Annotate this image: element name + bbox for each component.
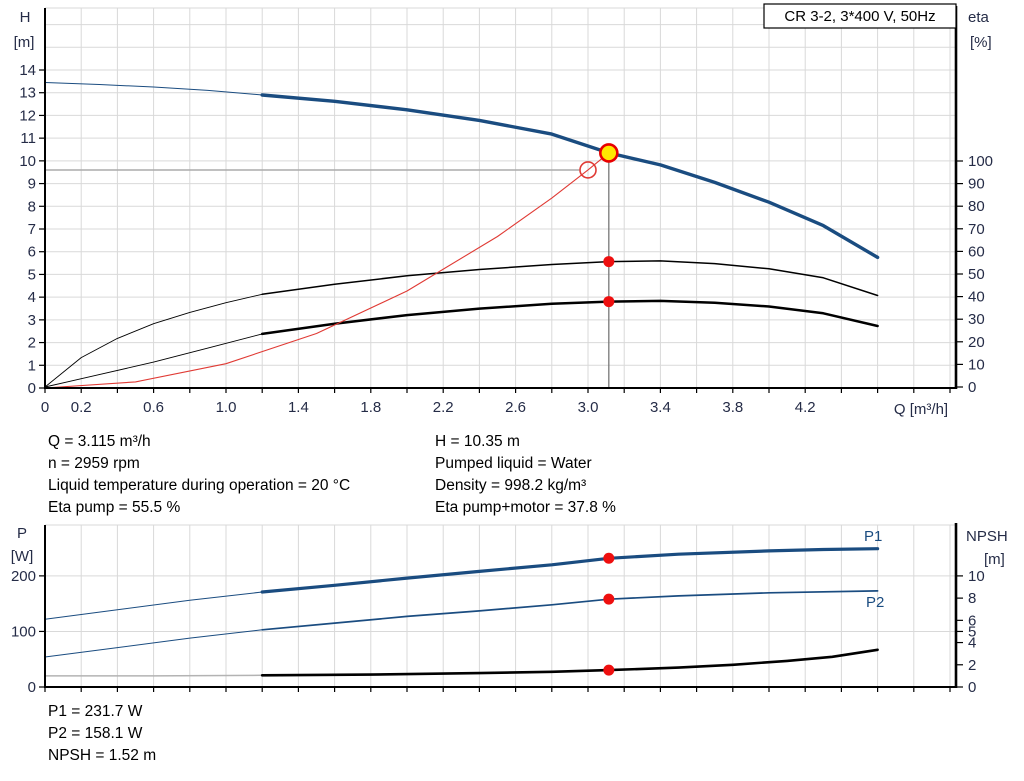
x-tick-label: 4.2 xyxy=(795,399,816,416)
npsh-curve-extension[interactable] xyxy=(44,674,263,677)
axis-title-eta-unit: [%] xyxy=(970,34,992,51)
y-tick-label-right: 20 xyxy=(968,334,985,351)
axis-title-npsh: NPSH xyxy=(966,528,1008,545)
qh-curve-extension[interactable] xyxy=(44,82,263,96)
x-tick-label: 1.4 xyxy=(288,399,309,416)
axis-title-h-unit: [m] xyxy=(14,34,35,51)
axis-title-p: P xyxy=(17,525,27,542)
p2-dot xyxy=(603,593,615,605)
y-tick-label-right: 90 xyxy=(968,176,985,193)
axis-title-q: Q [m³/h] xyxy=(894,401,948,418)
y-tick-label-right: 30 xyxy=(968,311,985,328)
info-line: n = 2959 rpm xyxy=(48,455,140,472)
eta-pump-extension[interactable] xyxy=(44,293,263,388)
p1-curve[interactable] xyxy=(260,547,880,594)
y-tick-label-right: 10 xyxy=(968,568,985,585)
axis-title-eta: eta xyxy=(968,9,990,26)
x-tick-label: 3.4 xyxy=(650,399,671,416)
y-tick-label-right: 60 xyxy=(968,243,985,260)
info-line: Eta pump = 55.5 % xyxy=(48,499,181,516)
x-tick-label: 3.0 xyxy=(578,399,599,416)
y-tick-label-right: 0 xyxy=(968,379,976,396)
y-tick-label-left: 0 xyxy=(28,380,36,397)
y-tick-label-left: 10 xyxy=(19,153,36,170)
y-tick-label-right: 5 xyxy=(968,623,976,640)
info-line: NPSH = 1.52 m xyxy=(48,747,157,764)
x-tick-label: 2.6 xyxy=(505,399,526,416)
x-tick-label: 0.6 xyxy=(143,399,164,416)
y-tick-label-left: 11 xyxy=(20,130,36,147)
y-tick-label-left: 9 xyxy=(28,176,36,193)
y-tick-label-left: 2 xyxy=(28,335,36,352)
npsh-curve[interactable] xyxy=(260,648,879,677)
p1-curve-extension[interactable] xyxy=(44,591,263,620)
y-tick-label-left: 14 xyxy=(19,62,36,79)
info-line: P2 = 158.1 W xyxy=(48,725,143,742)
x-tick-label: 2.2 xyxy=(433,399,454,416)
info-line: Pumped liquid = Water xyxy=(435,455,592,472)
qh-eta-chart: 0 0.2 0.6 1.0 1.4 1.8 2.2 2.6 3.0 3.4 3.8 4.2012345… xyxy=(14,3,993,418)
y-tick-label-left: 100 xyxy=(11,623,36,640)
y-tick-label-right: 10 xyxy=(968,356,985,373)
eta-pump-motor-extension[interactable] xyxy=(44,333,263,388)
y-tick-label-right: 70 xyxy=(968,221,985,238)
requested-duty-point xyxy=(579,161,597,179)
pump-model-label: CR 3-2, 3*400 V, 50Hz xyxy=(784,8,935,25)
npsh-dot xyxy=(603,664,615,676)
info-line: Eta pump+motor = 37.8 % xyxy=(435,499,616,516)
y-tick-label-left: 3 xyxy=(28,312,36,329)
duty-point[interactable] xyxy=(599,143,619,163)
p1-dot xyxy=(603,552,615,564)
y-tick-label-right: 50 xyxy=(968,266,985,283)
axis-title-p-unit: [W] xyxy=(11,548,34,565)
pump-model-box xyxy=(763,3,957,29)
axis-title-npsh-unit: [m] xyxy=(984,551,1005,568)
eta-pump-motor-dot xyxy=(603,296,615,308)
x-tick-label: 1.0 xyxy=(216,399,237,416)
y-tick-label-left: 1 xyxy=(28,357,36,374)
p2-curve-extension[interactable] xyxy=(44,629,263,658)
y-tick-label-left: 13 xyxy=(19,85,36,102)
x-tick-label: 1.8 xyxy=(360,399,381,416)
y-tick-label-right: 2 xyxy=(968,657,976,674)
y-tick-label-left: 5 xyxy=(28,266,36,283)
y-tick-label-right: 8 xyxy=(968,590,976,607)
y-tick-label-left: 6 xyxy=(28,244,36,261)
y-tick-label-right: 6 xyxy=(968,612,976,629)
p2-curve[interactable] xyxy=(261,590,879,631)
operating-data-left: Q = 3.115 m³/h n = 2959 rpm Liquid tempera… xyxy=(48,431,350,519)
y-tick-label-right: 0 xyxy=(968,679,976,696)
info-line: Density = 998.2 kg/m³ xyxy=(435,477,587,494)
y-tick-label-left: 4 xyxy=(28,289,36,306)
info-line: P1 = 231.7 W xyxy=(48,703,143,720)
y-tick-label-right: 80 xyxy=(968,198,985,215)
info-line: Liquid temperature during operation = 20… xyxy=(48,477,351,494)
y-tick-label-left: 7 xyxy=(28,221,36,238)
x-tick-label: 0.2 xyxy=(71,399,92,416)
power-npsh-data: P1 = 231.7 W P2 = 158.1 W NPSH = 1.52 m xyxy=(48,701,156,767)
y-tick-label-right: 4 xyxy=(968,635,976,652)
info-line: Q = 3.115 m³/h xyxy=(48,433,151,450)
system-curve[interactable] xyxy=(44,152,610,389)
info-line: H = 10.35 m xyxy=(435,433,520,450)
p1-curve-label: P1 xyxy=(864,528,882,545)
plot-area[interactable] xyxy=(45,8,955,388)
y-tick-label-right: 100 xyxy=(968,153,993,170)
y-tick-label-left: 8 xyxy=(28,198,36,215)
eta-pump-dot xyxy=(603,256,615,268)
axis-title-h: H xyxy=(20,9,31,26)
operating-data-right: H = 10.35 m Pumped liquid = Water Density … xyxy=(435,431,616,519)
y-tick-label-left: 12 xyxy=(19,107,36,124)
y-tick-label-left: 0 xyxy=(28,679,36,696)
x-tick-label: 3.8 xyxy=(722,399,743,416)
x-tick-label: 0 xyxy=(41,399,49,416)
p2-curve-label: P2 xyxy=(866,594,884,611)
power-npsh-chart: 0 100 200 0 2 456 8 10 P [W] NPSH [m] P1 P2 xyxy=(11,523,1008,696)
y-tick-label-right: 40 xyxy=(968,289,985,306)
y-tick-label-left: 200 xyxy=(11,568,36,585)
